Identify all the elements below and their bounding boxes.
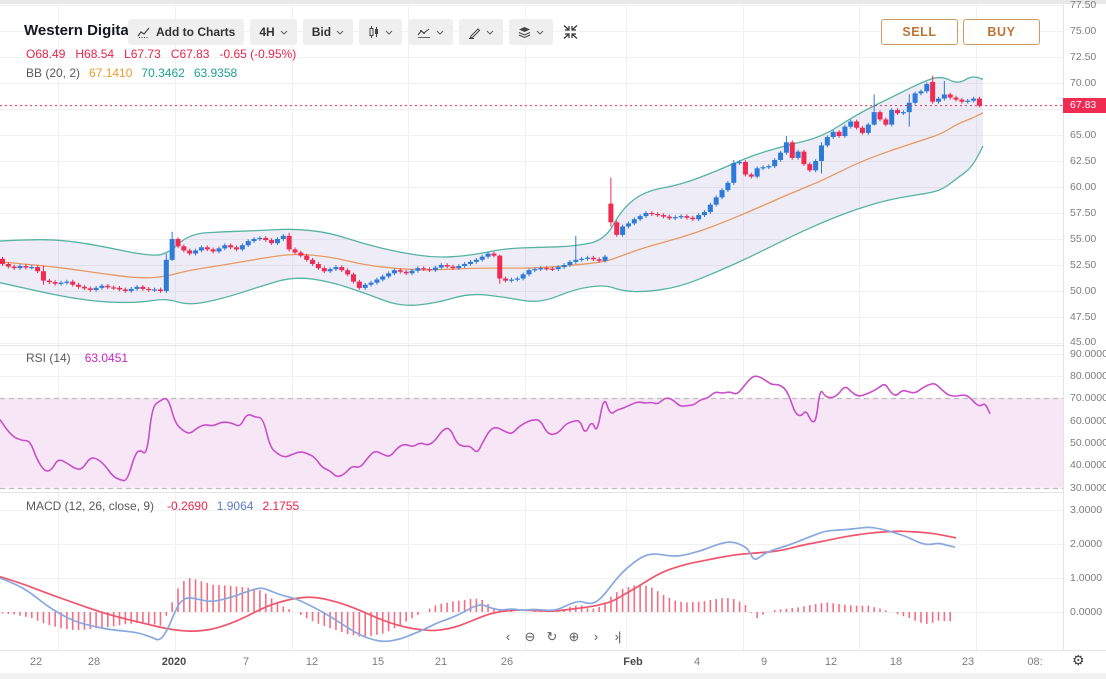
macd-signal-value: 2.1755 <box>262 499 300 513</box>
time-axis-label: 12 <box>305 656 319 668</box>
chevron-down-icon <box>486 30 494 35</box>
buy-button[interactable]: BUY <box>963 19 1040 45</box>
time-axis-label: 26 <box>500 656 514 668</box>
time-axis-label: 15 <box>371 656 385 668</box>
bb-mid-value: 67.1410 <box>89 66 133 80</box>
macd-line-value: 1.9064 <box>216 499 254 513</box>
chevron-down-icon <box>536 30 544 35</box>
rsi-label: RSI (14) <box>26 351 71 365</box>
nav-scroll-left-button[interactable]: ‹ <box>505 629 510 644</box>
price-axis-label: 57.50 <box>1070 207 1097 219</box>
time-axis-label: 12 <box>824 656 838 668</box>
symbol-title: Western Digital <box>24 22 133 39</box>
price-axis-label: 50.00 <box>1070 285 1097 297</box>
rsi-axis-label: 70.0000 <box>1070 392 1106 404</box>
time-axis-label: 23 <box>961 656 975 668</box>
candlestick-icon <box>368 25 380 39</box>
time-axis-label: 2020 <box>161 656 187 668</box>
layers-dropdown[interactable] <box>509 19 554 45</box>
price-axis-label: 72.50 <box>1070 51 1097 63</box>
ohlc-high: H68.54 <box>75 47 115 61</box>
price-axis-label: 52.50 <box>1070 259 1097 271</box>
macd-axis-label: 3.0000 <box>1070 504 1103 516</box>
price-axis-label: 47.50 <box>1070 311 1097 323</box>
timeframe-label: 4H <box>259 25 275 39</box>
rsi-axis-label: 60.0000 <box>1070 415 1106 427</box>
bollinger-readout: BB (20, 2) 67.1410 70.3462 63.9358 <box>26 66 237 80</box>
nav-reset-view-button[interactable]: ↻ <box>546 629 558 644</box>
bb-label: BB (20, 2) <box>26 66 81 80</box>
chart-line-icon <box>137 26 151 38</box>
chevron-down-icon <box>336 30 344 35</box>
timeframe-dropdown[interactable]: 4H <box>250 19 297 45</box>
chart-nav-controls: ‹ ⊖ ↻ ⊕ › ›| <box>500 628 625 645</box>
draw-tools-dropdown[interactable] <box>459 19 504 45</box>
indicator-style-dropdown[interactable] <box>408 19 454 45</box>
price-axis-label: 75.00 <box>1070 25 1097 37</box>
chevron-down-icon <box>385 30 393 35</box>
chart-type-dropdown[interactable] <box>359 19 403 45</box>
price-axis-label: 62.50 <box>1070 155 1097 167</box>
chevron-down-icon <box>436 30 444 35</box>
rsi-axis-label: 90.0000 <box>1070 348 1106 360</box>
rsi-axis-label: 80.0000 <box>1070 370 1106 382</box>
collapse-arrows-icon <box>563 25 578 39</box>
price-mode-label: Bid <box>311 25 332 39</box>
time-axis-label: 7 <box>242 656 250 668</box>
add-to-charts-button[interactable]: Add to Charts <box>128 19 245 45</box>
bb-lower-value: 63.9358 <box>193 66 238 80</box>
time-axis-label: Feb <box>623 656 643 668</box>
chevron-down-icon <box>280 30 288 35</box>
bottom-divider <box>0 673 1106 679</box>
time-axis-label: 08: <box>1027 656 1043 668</box>
macd-readout: MACD (12, 26, close, 9) -0.2690 1.9064 2… <box>26 499 299 513</box>
nav-go-to-end-button[interactable]: ›| <box>614 629 622 644</box>
rsi-axis-label: 50.0000 <box>1070 437 1106 449</box>
time-axis-label: 28 <box>87 656 101 668</box>
gear-icon[interactable]: ⚙ <box>1072 652 1085 668</box>
price-axis-label: 70.00 <box>1070 77 1097 89</box>
add-to-charts-label: Add to Charts <box>156 25 236 39</box>
time-axis-label: 4 <box>693 656 701 668</box>
sell-button[interactable]: SELL <box>881 19 958 45</box>
macd-axis-label: 1.0000 <box>1070 572 1103 584</box>
time-axis-label: 9 <box>760 656 768 668</box>
ohlc-change: -0.65 (-0.95%) <box>219 47 297 61</box>
nav-scroll-right-button[interactable]: › <box>593 629 598 644</box>
time-axis-label: 18 <box>889 656 903 668</box>
rsi-axis-label: 30.0000 <box>1070 482 1106 494</box>
chart-toolbar: Add to Charts 4H Bid <box>128 19 582 45</box>
macd-label: MACD (12, 26, close, 9) <box>26 499 155 513</box>
price-axis-label: 77.50 <box>1070 0 1097 11</box>
time-axis[interactable]: 22 28 2020 7 12 15 21 26 Feb 4 9 12 18 23 08: <box>0 650 1106 673</box>
price-axis-label: 65.00 <box>1070 129 1097 141</box>
nav-zoom-in-button[interactable]: ⊕ <box>568 629 580 644</box>
last-price-tag: 67.83 <box>1063 98 1106 113</box>
area-chart-icon <box>417 26 431 38</box>
rsi-value: 63.0451 <box>84 351 129 365</box>
price-axis-label: 60.00 <box>1070 181 1097 193</box>
rsi-axis-label: 40.0000 <box>1070 459 1106 471</box>
bb-upper-value: 70.3462 <box>141 66 185 80</box>
macd-axis-label: 2.0000 <box>1070 538 1103 550</box>
ohlc-close: C67.83 <box>170 47 210 61</box>
ohlc-low: L67.73 <box>124 47 161 61</box>
macd-hist-value: -0.2690 <box>167 499 208 513</box>
macd-axis-label: 0.0000 <box>1070 606 1103 618</box>
time-axis-label: 22 <box>29 656 43 668</box>
rsi-readout: RSI (14) 63.0451 <box>26 351 128 365</box>
ohlc-open: O68.49 <box>26 47 66 61</box>
price-axis-label: 55.00 <box>1070 233 1097 245</box>
time-axis-label: 21 <box>434 656 448 668</box>
ohlc-readout: O68.49 H68.54 L67.73 C67.83 -0.65 (-0.95… <box>26 47 296 61</box>
main-chart-canvas[interactable] <box>0 0 1063 650</box>
collapse-chart-button[interactable] <box>559 19 582 45</box>
pencil-icon <box>468 26 481 39</box>
price-axis-label: 45.00 <box>1070 336 1097 348</box>
nav-zoom-out-button[interactable]: ⊖ <box>524 629 536 644</box>
layers-icon <box>518 26 531 38</box>
price-mode-dropdown[interactable]: Bid <box>302 19 354 45</box>
